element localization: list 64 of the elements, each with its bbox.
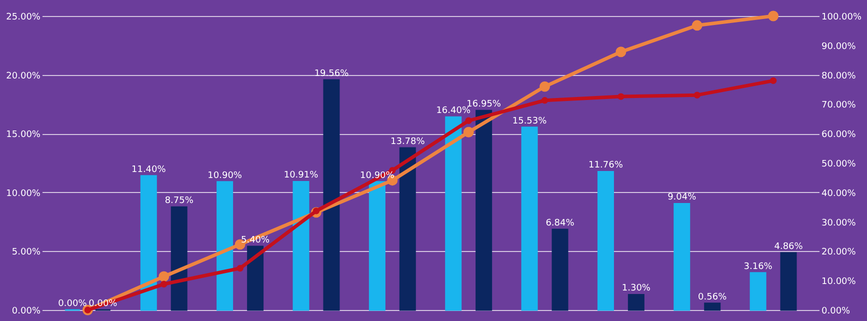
- point: [158, 271, 170, 282]
- point: [160, 280, 168, 288]
- bar: [445, 116, 462, 311]
- data-label: 10.90%: [208, 170, 242, 181]
- bar: [521, 126, 538, 311]
- y2-tick-label: 70.00%: [822, 100, 856, 111]
- point: [692, 20, 702, 31]
- data-label: 1.30%: [622, 284, 651, 294]
- y2-tick-label: 40.00%: [822, 188, 856, 199]
- y-tick-label: 25.00%: [6, 12, 41, 22]
- y-tick-label: 5.00%: [12, 248, 41, 258]
- bar: [170, 206, 188, 311]
- bar: [674, 202, 690, 311]
- data-label: 6.84%: [546, 218, 575, 229]
- bar: [399, 147, 416, 311]
- data-label: 3.16%: [744, 262, 773, 272]
- point: [616, 46, 626, 58]
- data-label: 8.75%: [164, 196, 194, 206]
- point: [540, 81, 550, 92]
- point: [465, 117, 472, 124]
- bar: [368, 181, 386, 311]
- bar: [704, 302, 721, 311]
- y2-tick-label: 80.00%: [822, 71, 856, 82]
- bar: [216, 181, 234, 311]
- data-label: 0.00%: [88, 299, 118, 309]
- data-label: 0.56%: [698, 292, 728, 302]
- y-tick-label: 15.00%: [6, 130, 41, 140]
- y2-tick-label: 10.00%: [822, 277, 856, 288]
- point: [768, 10, 779, 22]
- point: [770, 77, 777, 84]
- y-tick-label: 20.00%: [6, 71, 41, 82]
- data-label: 15.53%: [512, 116, 548, 126]
- data-label: 11.40%: [131, 164, 166, 175]
- y2-tick-label: 100.00%: [822, 12, 862, 22]
- bar: [597, 170, 614, 311]
- data-label: 9.04%: [668, 192, 697, 203]
- data-label: 16.40%: [436, 106, 471, 116]
- y2-tick-label: 0.00%: [822, 306, 851, 316]
- y2-tick-label: 90.00%: [822, 42, 856, 52]
- bar: [780, 252, 797, 311]
- bar: [628, 294, 644, 311]
- bar: [750, 272, 766, 311]
- y2-tick-label: 20.00%: [822, 248, 856, 258]
- data-label: 4.86%: [774, 242, 804, 252]
- bar: [140, 175, 157, 311]
- point: [463, 126, 474, 138]
- data-label: 0.00%: [58, 299, 88, 309]
- data-label: 10.91%: [284, 170, 319, 181]
- y-tick-label: 10.00%: [6, 188, 41, 199]
- point: [541, 97, 548, 104]
- bar: [323, 79, 340, 311]
- bar: [552, 228, 568, 311]
- bar: [247, 246, 264, 311]
- data-label: 11.76%: [588, 160, 624, 171]
- y2-tick-label: 60.00%: [822, 130, 856, 140]
- point: [694, 92, 700, 98]
- y-tick-label: 0.00%: [12, 306, 41, 316]
- bar: [292, 180, 310, 311]
- bar: [476, 110, 492, 311]
- point: [618, 93, 624, 100]
- y2-tick-label: 30.00%: [822, 218, 856, 228]
- point: [236, 264, 244, 272]
- data-label: 13.78%: [390, 136, 426, 147]
- y2-tick-label: 50.00%: [822, 160, 856, 170]
